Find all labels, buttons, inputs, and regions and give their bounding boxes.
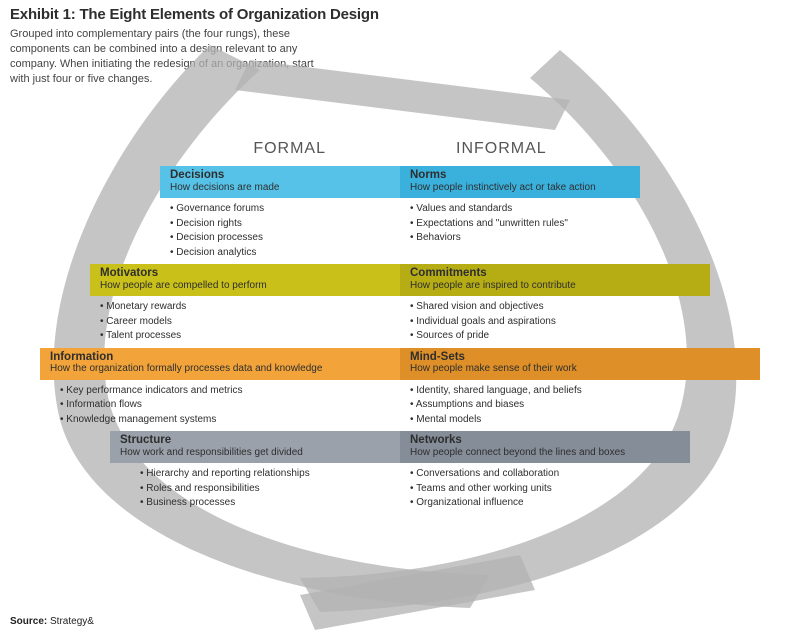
rung-3-right-header: Mind-SetsHow people make sense of their … <box>400 348 760 380</box>
element-subtitle: How work and responsibilities get divide… <box>120 447 390 458</box>
exhibit-subtitle: Grouped into complementary pairs (the fo… <box>0 25 330 86</box>
rung-2-right-items: Shared vision and objectivesIndividual g… <box>400 300 556 344</box>
list-item: Monetary rewards <box>100 300 186 315</box>
list-item: Assumptions and biases <box>410 398 582 413</box>
list-item: Knowledge management systems <box>60 413 242 428</box>
rung-2-left-items: Monetary rewardsCareer modelsTalent proc… <box>100 300 186 344</box>
list-item: Talent processes <box>100 329 186 344</box>
list-item: Roles and responsibilities <box>140 482 310 497</box>
diagram: FORMAL INFORMAL DecisionsHow decisions a… <box>0 140 800 515</box>
rung-3-left-items: Key performance indicators and metricsIn… <box>60 384 242 428</box>
list-item: Sources of pride <box>410 329 556 344</box>
list-item: Expectations and "unwritten rules" <box>410 217 568 232</box>
list-item: Shared vision and objectives <box>410 300 556 315</box>
rung-4-right-items: Conversations and collaborationTeams and… <box>400 467 559 511</box>
element-subtitle: How decisions are made <box>170 182 390 193</box>
element-title: Networks <box>410 434 680 447</box>
element-title: Information <box>50 351 390 364</box>
rung-3-right-items: Identity, shared language, and beliefsAs… <box>400 384 582 428</box>
list-item: Decision rights <box>170 217 264 232</box>
list-item: Information flows <box>60 398 242 413</box>
rung-1-right-items: Values and standardsExpectations and "un… <box>400 202 568 246</box>
header-informal: INFORMAL <box>456 140 547 158</box>
rung-1-left-items: Governance forumsDecision rightsDecision… <box>170 202 264 260</box>
list-item: Teams and other working units <box>410 482 559 497</box>
element-title: Commitments <box>410 267 700 280</box>
rung-1-left-header: DecisionsHow decisions are made <box>160 166 400 198</box>
element-title: Mind-Sets <box>410 351 750 364</box>
rung-4-left-header: StructureHow work and responsibilities g… <box>110 431 400 463</box>
list-item: Conversations and collaboration <box>410 467 559 482</box>
rung-4-left-items: Hierarchy and reporting relationshipsRol… <box>140 467 310 511</box>
source-label: Source: <box>10 616 47 627</box>
rung-4-right-header: NetworksHow people connect beyond the li… <box>400 431 690 463</box>
list-item: Identity, shared language, and beliefs <box>410 384 582 399</box>
list-item: Mental models <box>410 413 582 428</box>
list-item: Values and standards <box>410 202 568 217</box>
list-item: Organizational influence <box>410 496 559 511</box>
list-item: Career models <box>100 315 186 330</box>
exhibit-title: Exhibit 1: The Eight Elements of Organiz… <box>0 0 800 25</box>
list-item: Hierarchy and reporting relationships <box>140 467 310 482</box>
rung-3: InformationHow the organization formally… <box>40 348 760 428</box>
rung-2-left-header: MotivatorsHow people are compelled to pe… <box>90 264 400 296</box>
element-title: Norms <box>410 169 630 182</box>
rung-1: DecisionsHow decisions are madeNormsHow … <box>160 166 640 260</box>
list-item: Key performance indicators and metrics <box>60 384 242 399</box>
element-title: Motivators <box>100 267 390 280</box>
element-subtitle: How people make sense of their work <box>410 363 750 374</box>
list-item: Business processes <box>140 496 310 511</box>
element-title: Decisions <box>170 169 390 182</box>
column-headers: FORMAL INFORMAL <box>0 140 800 158</box>
list-item: Decision analytics <box>170 246 264 261</box>
list-item: Decision processes <box>170 231 264 246</box>
rung-4: StructureHow work and responsibilities g… <box>110 431 690 511</box>
rung-2: MotivatorsHow people are compelled to pe… <box>90 264 710 344</box>
element-subtitle: How people instinctively act or take act… <box>410 182 630 193</box>
source-line: Source: Strategy& <box>10 616 94 627</box>
rung-3-left-header: InformationHow the organization formally… <box>40 348 400 380</box>
list-item: Individual goals and aspirations <box>410 315 556 330</box>
list-item: Behaviors <box>410 231 568 246</box>
rung-2-right-header: CommitmentsHow people are inspired to co… <box>400 264 710 296</box>
element-subtitle: How people connect beyond the lines and … <box>410 447 680 458</box>
rung-1-right-header: NormsHow people instinctively act or tak… <box>400 166 640 198</box>
element-title: Structure <box>120 434 390 447</box>
header-formal: FORMAL <box>253 140 326 158</box>
element-subtitle: How people are inspired to contribute <box>410 280 700 291</box>
source-value: Strategy& <box>50 616 94 627</box>
list-item: Governance forums <box>170 202 264 217</box>
element-subtitle: How people are compelled to perform <box>100 280 390 291</box>
element-subtitle: How the organization formally processes … <box>50 363 390 374</box>
